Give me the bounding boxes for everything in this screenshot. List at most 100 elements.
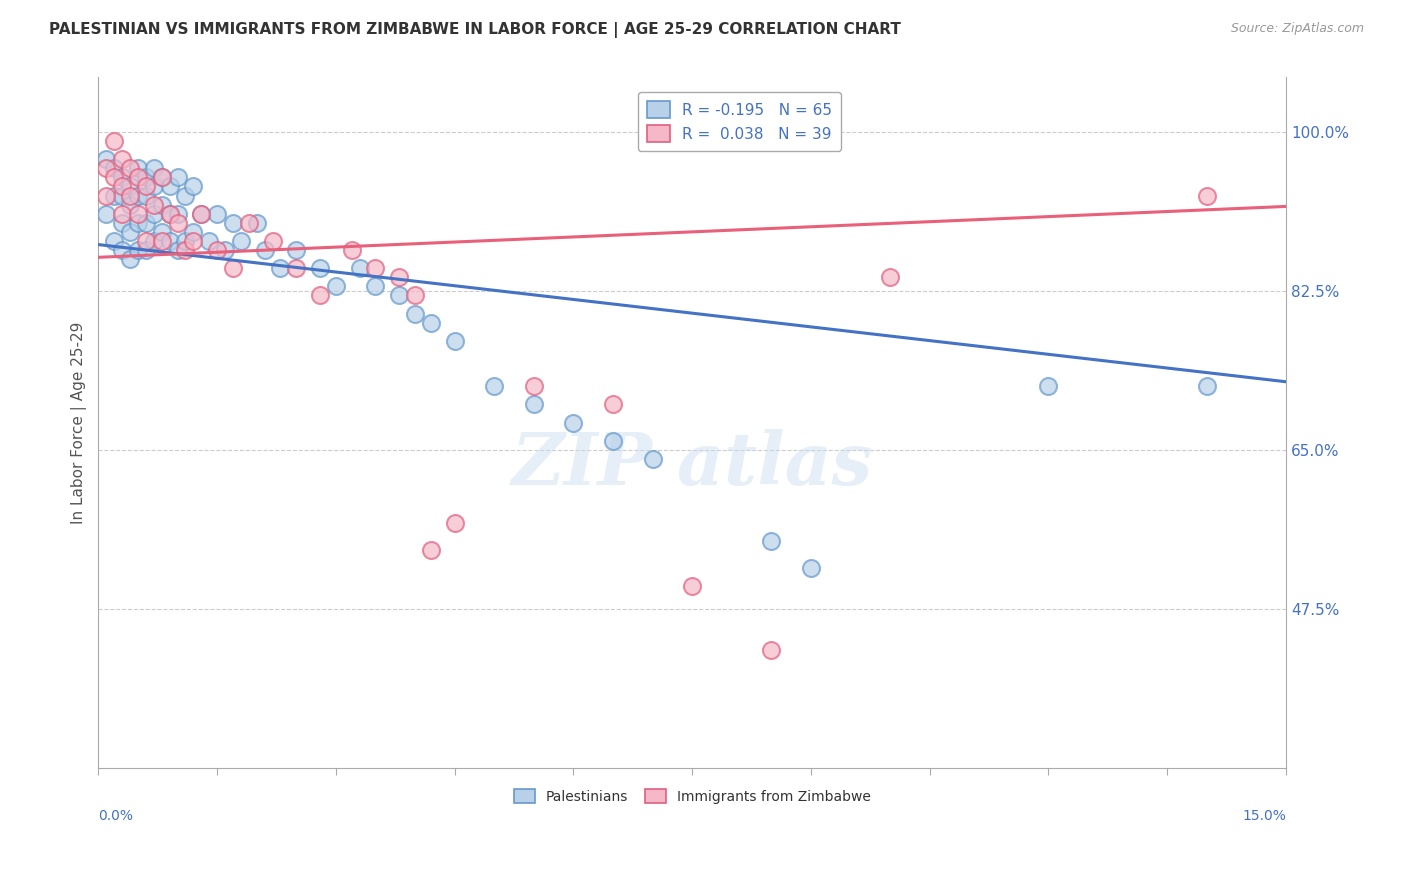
Point	[388, 288, 411, 302]
Point	[142, 234, 165, 248]
Point	[111, 207, 134, 221]
Point	[484, 379, 506, 393]
Point	[562, 416, 585, 430]
Point	[150, 225, 173, 239]
Point	[190, 207, 212, 221]
Point	[103, 234, 125, 248]
Point	[602, 434, 624, 448]
Point	[205, 243, 228, 257]
Point	[761, 533, 783, 548]
Legend: Palestinians, Immigrants from Zimbabwe: Palestinians, Immigrants from Zimbabwe	[508, 783, 876, 809]
Point	[364, 261, 387, 276]
Point	[174, 188, 197, 202]
Point	[602, 397, 624, 411]
Point	[118, 252, 141, 266]
Point	[205, 207, 228, 221]
Point	[166, 216, 188, 230]
Point	[103, 161, 125, 176]
Point	[96, 207, 118, 221]
Point	[159, 179, 181, 194]
Point	[135, 170, 157, 185]
Point	[388, 270, 411, 285]
Point	[349, 261, 371, 276]
Point	[285, 243, 308, 257]
Point	[443, 516, 465, 530]
Point	[404, 288, 426, 302]
Point	[443, 334, 465, 348]
Point	[127, 161, 149, 176]
Text: Source: ZipAtlas.com: Source: ZipAtlas.com	[1230, 22, 1364, 36]
Point	[142, 197, 165, 211]
Text: 0.0%: 0.0%	[98, 809, 134, 823]
Point	[309, 261, 332, 276]
Point	[150, 197, 173, 211]
Point	[127, 216, 149, 230]
Point	[523, 397, 546, 411]
Point	[269, 261, 291, 276]
Point	[800, 561, 823, 575]
Point	[142, 207, 165, 221]
Point	[150, 234, 173, 248]
Point	[262, 234, 284, 248]
Point	[159, 207, 181, 221]
Point	[214, 243, 236, 257]
Text: PALESTINIAN VS IMMIGRANTS FROM ZIMBABWE IN LABOR FORCE | AGE 25-29 CORRELATION C: PALESTINIAN VS IMMIGRANTS FROM ZIMBABWE …	[49, 22, 901, 38]
Point	[174, 234, 197, 248]
Point	[238, 216, 260, 230]
Point	[118, 225, 141, 239]
Point	[325, 279, 347, 293]
Point	[96, 188, 118, 202]
Point	[111, 179, 134, 194]
Point	[127, 188, 149, 202]
Point	[190, 207, 212, 221]
Point	[309, 288, 332, 302]
Point	[96, 152, 118, 166]
Point	[118, 161, 141, 176]
Point	[135, 234, 157, 248]
Point	[1195, 379, 1218, 393]
Point	[285, 261, 308, 276]
Point	[364, 279, 387, 293]
Y-axis label: In Labor Force | Age 25-29: In Labor Force | Age 25-29	[72, 321, 87, 524]
Point	[761, 642, 783, 657]
Point	[111, 243, 134, 257]
Point	[150, 170, 173, 185]
Text: 15.0%: 15.0%	[1241, 809, 1286, 823]
Point	[641, 452, 664, 467]
Point	[159, 207, 181, 221]
Point	[1038, 379, 1060, 393]
Point	[135, 243, 157, 257]
Point	[118, 179, 141, 194]
Point	[404, 307, 426, 321]
Point	[103, 188, 125, 202]
Point	[135, 216, 157, 230]
Point	[127, 243, 149, 257]
Point	[142, 161, 165, 176]
Point	[681, 579, 703, 593]
Point	[419, 542, 441, 557]
Point	[135, 188, 157, 202]
Point	[166, 207, 188, 221]
Point	[340, 243, 363, 257]
Point	[150, 170, 173, 185]
Point	[523, 379, 546, 393]
Point	[166, 243, 188, 257]
Point	[111, 216, 134, 230]
Point	[222, 216, 245, 230]
Point	[183, 225, 205, 239]
Point	[103, 170, 125, 185]
Point	[96, 161, 118, 176]
Point	[183, 179, 205, 194]
Point	[174, 243, 197, 257]
Point	[183, 234, 205, 248]
Point	[135, 179, 157, 194]
Point	[246, 216, 269, 230]
Point	[1195, 188, 1218, 202]
Point	[111, 170, 134, 185]
Point	[118, 197, 141, 211]
Point	[103, 134, 125, 148]
Point	[142, 179, 165, 194]
Point	[222, 261, 245, 276]
Text: ZIP atlas: ZIP atlas	[512, 428, 873, 500]
Point	[111, 188, 134, 202]
